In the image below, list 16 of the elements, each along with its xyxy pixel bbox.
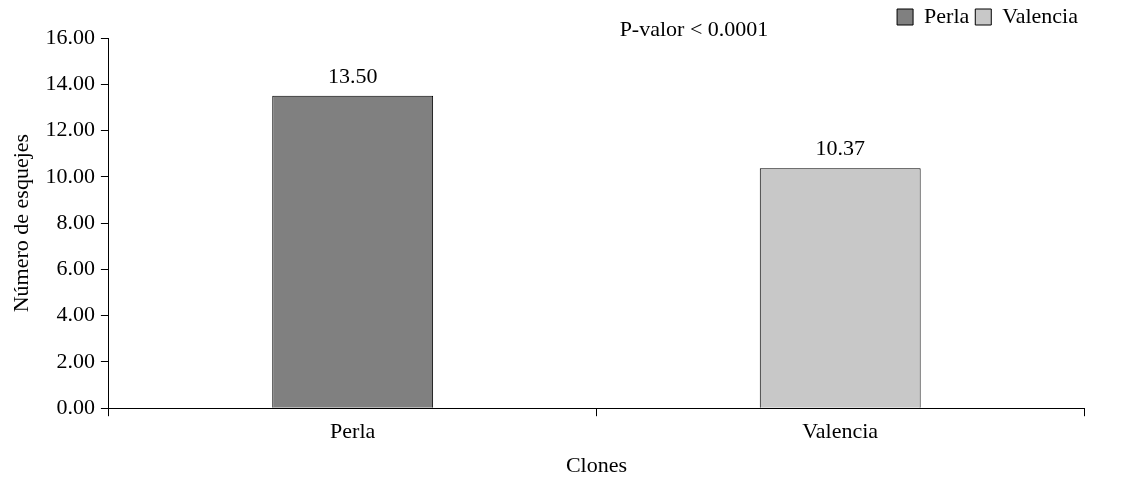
legend-label: Perla [924, 2, 970, 28]
y-tick-label: 0.00 [56, 393, 95, 419]
annotation: P-valor < 0.0001 [619, 15, 769, 41]
legend-label: Valencia [1002, 2, 1079, 28]
y-tick-label: 10.00 [45, 162, 95, 188]
y-tick-label: 6.00 [56, 255, 95, 281]
y-tick-label: 8.00 [56, 208, 95, 234]
y-tick-label: 4.00 [56, 301, 95, 327]
y-tick-label: 16.00 [45, 23, 95, 49]
y-axis-title: Número de esquejes [7, 133, 33, 313]
y-tick-label: 12.00 [45, 116, 95, 142]
y-tick-label: 2.00 [56, 347, 95, 373]
data-label: 13.50 [327, 62, 378, 88]
data-label: 10.37 [815, 135, 865, 161]
y-tick-label: 14.00 [45, 70, 95, 96]
x-axis-title: Clones [565, 451, 628, 477]
